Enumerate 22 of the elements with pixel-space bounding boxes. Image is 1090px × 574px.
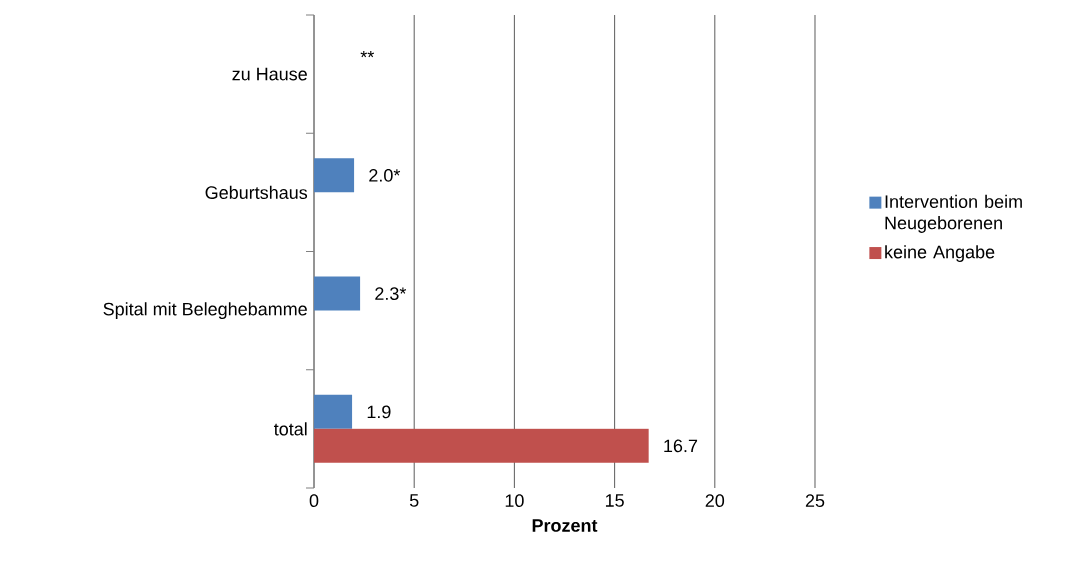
x-tick-label: 0	[309, 494, 319, 507]
y-tick-label: total	[273, 422, 307, 436]
legend-label: Intervention beim Neugeborenen	[885, 194, 1022, 233]
x-tick-label: 5	[409, 494, 419, 507]
x-axis-title: Prozent	[532, 519, 598, 532]
x-tick-label: 25	[805, 494, 825, 507]
legend-label: keine Angabe	[885, 245, 995, 262]
bar	[314, 158, 355, 193]
x-tick-label: 10	[505, 494, 524, 507]
y-tick-label: Spital mit Beleghebamme	[103, 302, 307, 320]
data-label: 1.9	[367, 405, 391, 419]
data-label: 2.3*	[375, 287, 407, 300]
y-tick-label: zu Hause	[232, 67, 307, 81]
bar	[314, 276, 361, 311]
text: **	[360, 50, 374, 58]
data-label: 2.0*	[369, 169, 401, 182]
x-tick-label: 15	[605, 494, 624, 507]
data-label: 16.7	[664, 439, 698, 453]
y-tick-label: Geburtshaus	[205, 185, 308, 199]
bar	[314, 428, 649, 463]
bar	[314, 394, 353, 429]
x-tick-label: 20	[705, 494, 725, 507]
